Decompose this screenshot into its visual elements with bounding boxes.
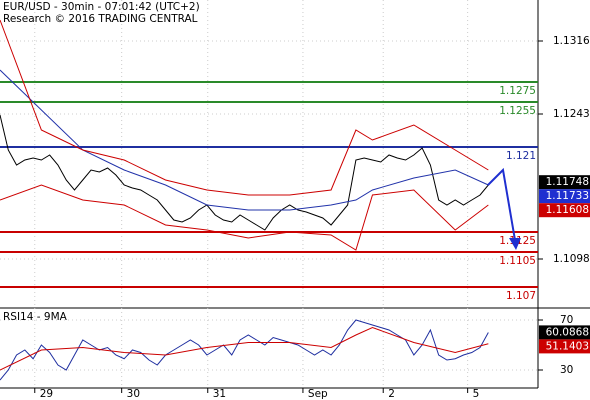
last-value-box bbox=[539, 203, 590, 218]
price-line bbox=[0, 19, 489, 196]
level-label: 1.1275 bbox=[499, 85, 536, 97]
price-line bbox=[0, 184, 489, 251]
x-tick-label: 31 bbox=[213, 388, 226, 400]
chart-subtitle: Research © 2016 TRADING CENTRAL bbox=[3, 13, 198, 25]
rsi-y-tick-label: 30 bbox=[560, 364, 573, 376]
forecast-arrow bbox=[487, 167, 516, 241]
rsi-title: RSI14 - 9MA bbox=[3, 311, 68, 323]
last-value-label: 1.11748 bbox=[546, 176, 589, 188]
rsi-y-tick-label: 70 bbox=[560, 314, 573, 326]
x-tick-label: 29 bbox=[40, 388, 53, 400]
rsi-line bbox=[0, 319, 489, 381]
x-tick-label: Sep bbox=[308, 388, 328, 400]
level-label: 1.1255 bbox=[499, 105, 536, 117]
last-value-box bbox=[539, 339, 590, 354]
price-line bbox=[0, 69, 489, 211]
price-line bbox=[0, 114, 489, 231]
level-label: 1.1105 bbox=[499, 255, 536, 267]
last-value-label: 60.0868 bbox=[546, 326, 589, 338]
x-tick-label: 30 bbox=[127, 388, 140, 400]
last-value-label: 51.1403 bbox=[546, 340, 589, 352]
last-value-label: 1.11733 bbox=[546, 190, 589, 202]
last-value-box bbox=[539, 175, 590, 190]
last-value-box bbox=[539, 325, 590, 340]
level-label: 1.107 bbox=[506, 290, 536, 302]
rsi-line bbox=[0, 326, 489, 371]
forecast-arrowhead bbox=[509, 238, 521, 250]
chart-title: EUR/USD - 30min - 07:01:42 (UTC+2) bbox=[3, 1, 200, 13]
last-value-box bbox=[539, 189, 590, 204]
y-tick-label: 1.1243 bbox=[553, 108, 590, 120]
x-tick-label: 5 bbox=[473, 388, 480, 400]
last-value-label: 1.11608 bbox=[546, 204, 589, 216]
x-tick-label: 2 bbox=[388, 388, 395, 400]
level-label: 1.121 bbox=[506, 150, 536, 162]
y-tick-label: 1.1316 bbox=[553, 35, 590, 47]
y-tick-label: 1.1098 bbox=[553, 253, 590, 265]
